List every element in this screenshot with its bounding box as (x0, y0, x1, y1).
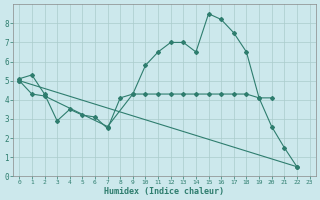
X-axis label: Humidex (Indice chaleur): Humidex (Indice chaleur) (104, 187, 224, 196)
